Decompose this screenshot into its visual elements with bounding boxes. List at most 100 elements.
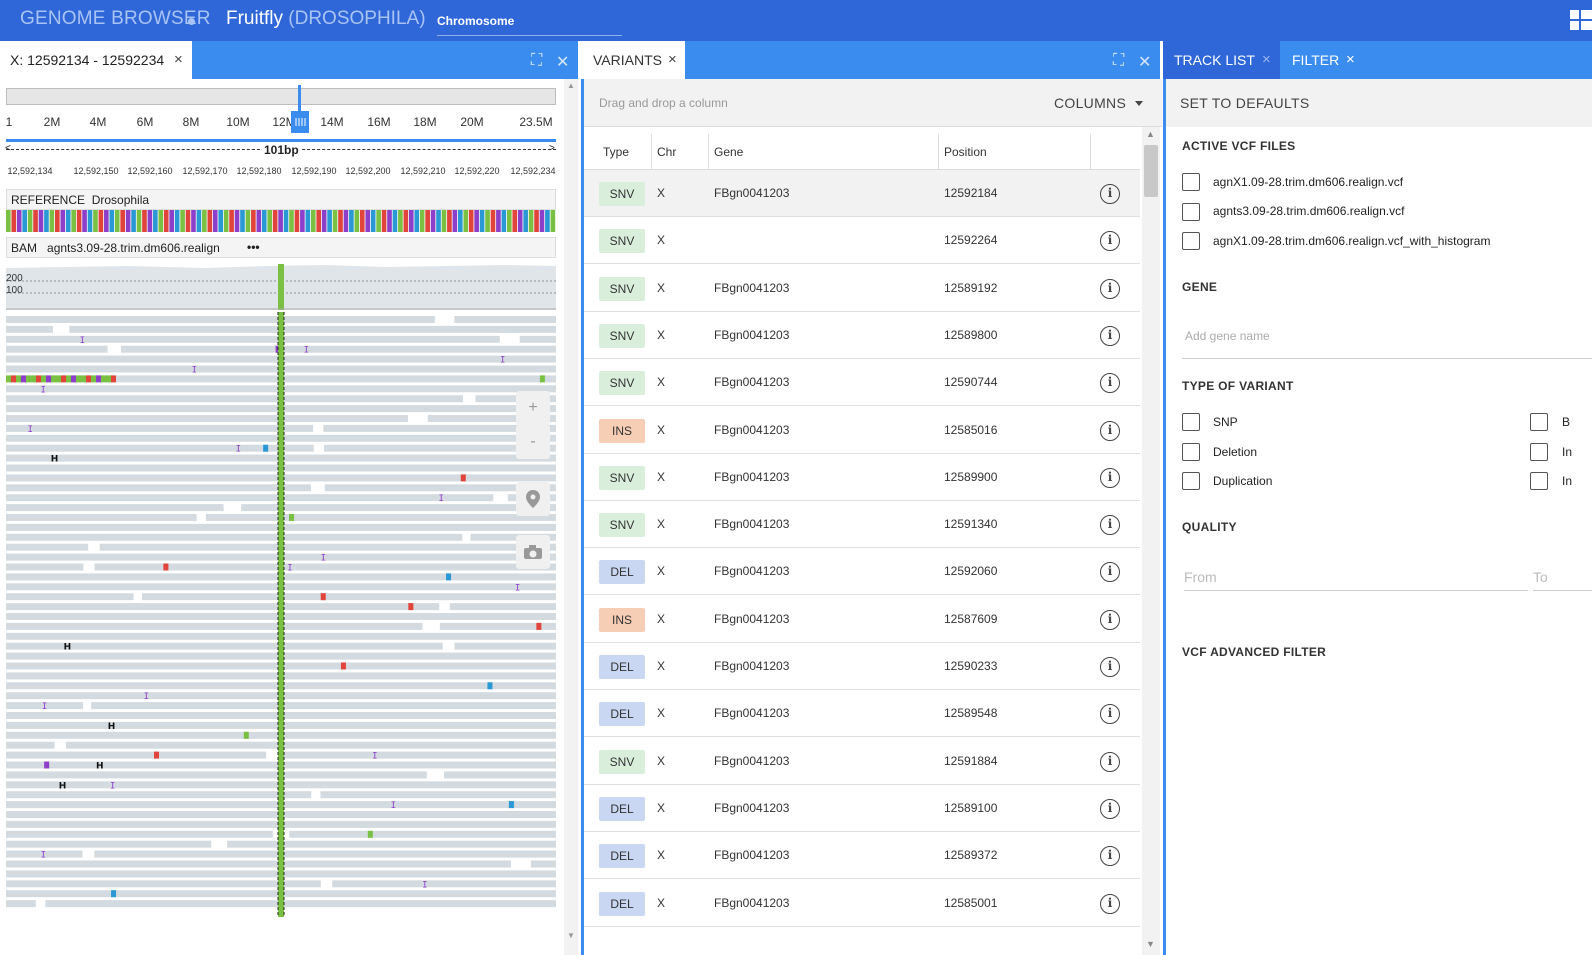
table-row[interactable]: SNV X FBgn0041203 12591884 i — [584, 738, 1140, 785]
close-icon[interactable]: ✕ — [556, 54, 570, 71]
info-icon[interactable]: i — [1100, 325, 1120, 346]
vcf-checkbox[interactable] — [1182, 173, 1200, 191]
close-icon[interactable]: × — [1346, 51, 1355, 68]
table-row[interactable]: DEL X FBgn0041203 12589100 i — [584, 785, 1140, 832]
table-row[interactable]: DEL X FBgn0041203 12585001 i — [584, 880, 1140, 927]
gene-cell[interactable]: FBgn0041203 — [714, 280, 790, 295]
column-header-chr[interactable]: Chr — [657, 145, 677, 159]
chromosome-overview-bar[interactable] — [6, 88, 556, 105]
info-icon[interactable]: i — [1100, 704, 1120, 725]
scroll-down-icon[interactable]: ▼ — [567, 931, 575, 940]
variant-type-label[interactable]: B — [1562, 415, 1571, 429]
set-to-defaults-button[interactable]: SET TO DEFAULTS — [1166, 79, 1592, 127]
info-icon[interactable]: i — [1100, 893, 1120, 914]
variant-type-label[interactable]: Duplication — [1213, 474, 1273, 488]
location-pin-icon[interactable] — [516, 482, 550, 516]
variant-type-checkbox[interactable] — [1530, 413, 1548, 431]
scrollbar-thumb[interactable] — [1144, 145, 1158, 197]
variant-type-checkbox[interactable] — [1530, 443, 1548, 461]
gene-cell[interactable]: FBgn0041203 — [714, 517, 790, 532]
vcf-file-label[interactable]: agnX1.09-28.trim.dm606.realign.vcf_with_… — [1213, 234, 1491, 248]
variant-type-label[interactable]: SNP — [1213, 415, 1238, 429]
table-row[interactable]: SNV X FBgn0041203 12589192 i — [584, 265, 1140, 312]
info-icon[interactable]: i — [1100, 609, 1120, 630]
group-by-drop-zone[interactable]: Drag and drop a column — [599, 96, 728, 110]
variant-type-checkbox[interactable] — [1182, 443, 1200, 461]
reference-track-header[interactable]: REFERENCE Drosophila — [6, 189, 556, 210]
scroll-up-icon[interactable]: ▲ — [1146, 129, 1155, 139]
gene-cell[interactable]: FBgn0041203 — [714, 327, 790, 342]
column-header-gene[interactable]: Gene — [714, 145, 744, 159]
info-icon[interactable]: i — [1100, 562, 1120, 583]
quality-to-input[interactable]: To — [1533, 569, 1592, 591]
info-icon[interactable]: i — [1100, 798, 1120, 819]
gene-cell[interactable]: FBgn0041203 — [714, 422, 790, 437]
gene-cell[interactable]: FBgn0041203 — [714, 186, 790, 200]
table-row[interactable]: SNV X FBgn0041203 12591340 i — [584, 501, 1140, 549]
maximize-icon[interactable]: ⛶ — [1113, 52, 1125, 69]
chromosome-selector[interactable]: Chromosome — [437, 14, 622, 36]
scroll-down-icon[interactable]: ▼ — [1146, 939, 1155, 949]
variant-type-checkbox[interactable] — [1182, 472, 1200, 490]
variant-type-checkbox[interactable] — [1530, 472, 1548, 490]
info-icon[interactable]: i — [1100, 657, 1120, 677]
table-row[interactable]: SNV X FBgn0041203 12592184 i — [584, 170, 1140, 217]
info-icon[interactable]: i — [1100, 231, 1120, 252]
scroll-up-icon[interactable]: ▲ — [567, 81, 575, 90]
alignment-reads-track[interactable]: IIIIIIIIHIIIIHIIHIHIHIII — [6, 312, 556, 917]
tab-browser[interactable]: X: 12592134 - 12592234 × — [0, 41, 192, 79]
variant-type-label[interactable]: In — [1562, 474, 1573, 488]
info-icon[interactable]: i — [1100, 846, 1120, 867]
info-icon[interactable]: i — [1100, 420, 1120, 441]
reference-selector[interactable]: Fruitfly (DROSOPHILA) — [226, 8, 426, 30]
tab-variants[interactable]: VARIANTS × — [581, 41, 685, 79]
info-icon[interactable]: i — [1100, 373, 1120, 394]
variant-type-label[interactable]: In — [1562, 445, 1573, 459]
gene-cell[interactable]: FBgn0041203 — [714, 375, 790, 390]
apps-grid-icon[interactable] — [1570, 10, 1592, 32]
gene-cell[interactable]: FBgn0041203 — [714, 706, 790, 721]
gene-cell[interactable]: FBgn0041203 — [714, 659, 790, 673]
info-icon[interactable]: i — [1100, 751, 1120, 772]
info-icon[interactable]: i — [1100, 467, 1120, 488]
gene-cell[interactable]: FBgn0041203 — [714, 564, 790, 579]
table-row[interactable]: DEL X FBgn0041203 12589372 i — [584, 832, 1140, 880]
info-icon[interactable]: i — [1100, 515, 1120, 536]
gene-cell[interactable]: FBgn0041203 — [714, 611, 790, 626]
variants-scrollbar[interactable]: ▲ ▼ — [1142, 127, 1160, 955]
position-slider-handle[interactable] — [291, 111, 309, 133]
vcf-file-label[interactable]: agnts3.09-28.trim.dm606.realign.vcf — [1213, 204, 1405, 218]
vcf-checkbox[interactable] — [1182, 203, 1200, 221]
gene-cell[interactable]: FBgn0041203 — [714, 895, 790, 910]
info-icon[interactable]: i — [1100, 278, 1120, 299]
gene-cell[interactable]: FBgn0041203 — [714, 753, 790, 768]
vcf-checkbox[interactable] — [1182, 232, 1200, 250]
zoom-in-button[interactable]: + — [516, 391, 550, 425]
table-row[interactable]: SNV X 12592264 i — [584, 217, 1140, 265]
table-row[interactable]: INS X FBgn0041203 12585016 i — [584, 407, 1140, 454]
table-row[interactable]: DEL X FBgn0041203 12589548 i — [584, 690, 1140, 738]
close-icon[interactable]: × — [668, 51, 677, 68]
browser-scrollbar[interactable]: ▲ ▼ — [564, 79, 578, 955]
table-row[interactable]: SNV X FBgn0041203 12589800 i — [584, 312, 1140, 359]
columns-button[interactable]: COLUMNS — [1054, 95, 1127, 111]
column-header-type[interactable]: Type — [603, 145, 630, 159]
variant-type-checkbox[interactable] — [1182, 413, 1200, 431]
bam-track-header[interactable]: BAM agnts3.09-28.trim.dm606.realign ••• — [6, 237, 556, 258]
close-icon[interactable]: ✕ — [1138, 54, 1152, 71]
camera-icon[interactable] — [516, 535, 550, 569]
column-header-position[interactable]: Position — [944, 145, 987, 159]
table-row[interactable]: DEL X FBgn0041203 12592060 i — [584, 548, 1140, 596]
info-icon[interactable]: i — [1100, 184, 1120, 204]
gene-cell[interactable]: FBgn0041203 — [714, 848, 790, 863]
zoom-out-button[interactable]: - — [516, 425, 550, 459]
maximize-icon[interactable]: ⛶ — [531, 52, 543, 69]
close-icon[interactable]: × — [174, 51, 183, 68]
variant-type-label[interactable]: Deletion — [1213, 445, 1258, 459]
vcf-file-label[interactable]: agnX1.09-28.trim.dm606.realign.vcf — [1213, 175, 1404, 189]
gene-cell[interactable]: FBgn0041203 — [714, 800, 790, 815]
gene-cell[interactable]: FBgn0041203 — [714, 469, 790, 484]
table-row[interactable]: INS X FBgn0041203 12587609 i — [584, 596, 1140, 643]
app-brand[interactable]: GENOME BROWSER — [20, 8, 211, 29]
tab-filter[interactable]: FILTER × — [1281, 41, 1361, 79]
